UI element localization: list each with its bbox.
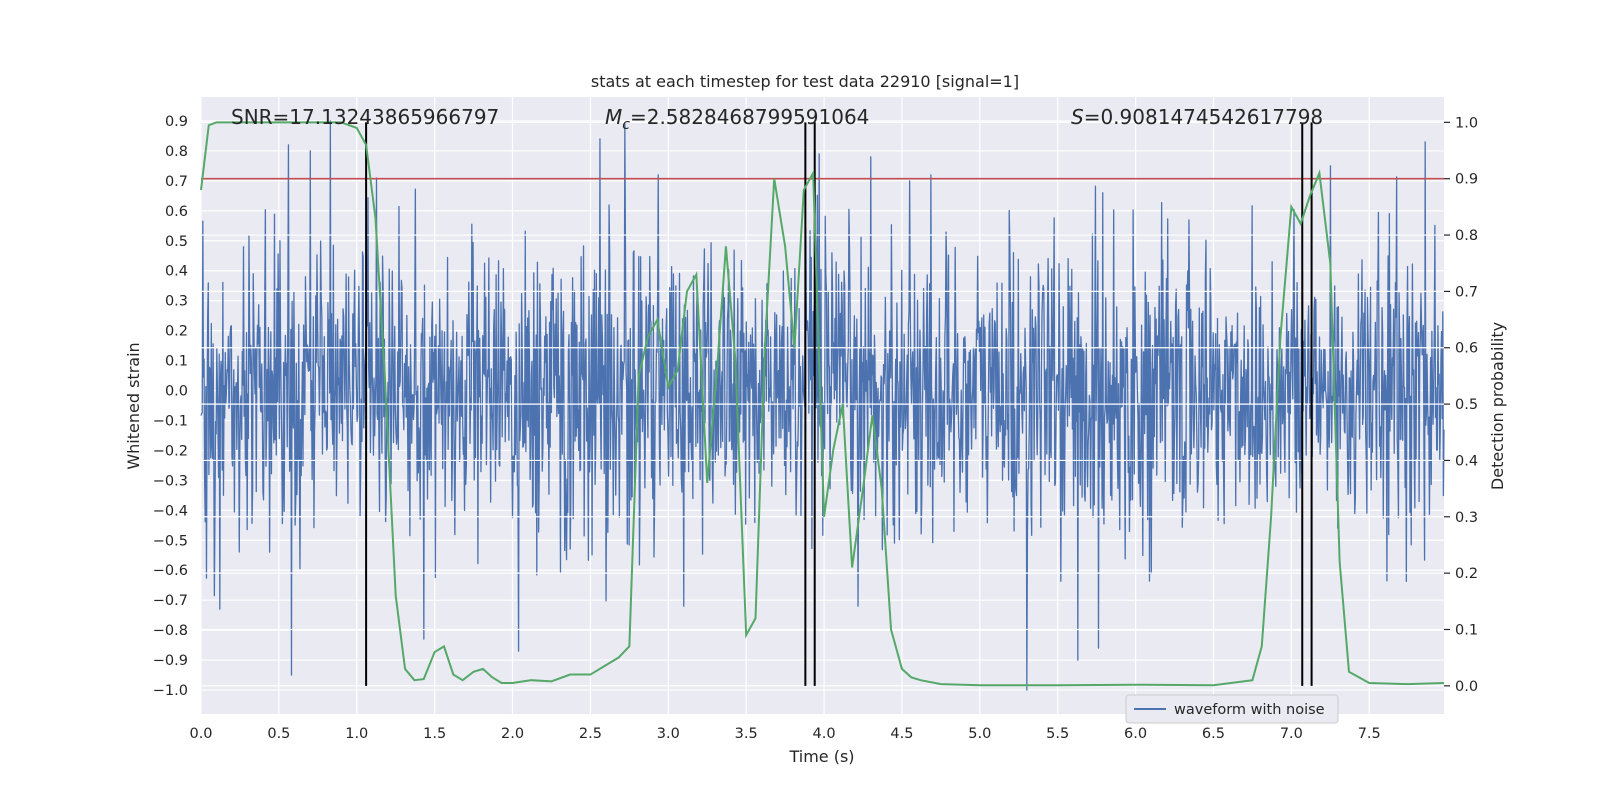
y-left-tick-label: −0.1 <box>153 413 188 429</box>
detection-probability-line <box>200 121 1445 687</box>
snr-annotation: SNR=17.13243865966797 <box>231 105 499 129</box>
y-left-tick-label: 0.8 <box>165 144 188 160</box>
x-tick-label: 5.5 <box>1046 726 1069 742</box>
chirp-mass-annotation: Mc=2.5828468799591064 <box>605 105 869 133</box>
x-tick-label: 5.0 <box>968 726 991 742</box>
y-left-tick-label: 0.0 <box>165 384 188 400</box>
x-axis-ticks: 0.0 0.5 1.0 1.5 2.0 2.5 3.0 3.5 4.0 4.5 5.0 5.5 6.0 6… <box>189 726 1380 742</box>
y-right-tick-label: 0.4 <box>1455 453 1478 469</box>
x-tick-label: 6.0 <box>1124 726 1147 742</box>
y-left-tick-label: 0.9 <box>165 114 188 130</box>
y-right-tick-label: 0.7 <box>1455 284 1478 300</box>
x-tick-label: 1.5 <box>423 726 446 742</box>
x-tick-label: 1.0 <box>345 726 368 742</box>
y-right-tick-label: 0.0 <box>1455 679 1478 695</box>
y-left-tick-label: −0.7 <box>153 593 188 609</box>
y-left-tick-label: 0.3 <box>165 294 188 310</box>
x-tick-label: 2.0 <box>501 726 524 742</box>
y-right-tick-label: 0.3 <box>1455 510 1478 526</box>
y-right-tick-label: 0.2 <box>1455 566 1478 582</box>
chirp-mass-subscript: c <box>622 117 630 133</box>
y-left-axis-label: Whitened strain <box>124 342 143 469</box>
y-left-tick-label: −0.6 <box>153 563 188 579</box>
x-axis-label: Time (s) <box>788 747 854 766</box>
score-symbol: S <box>1071 105 1084 129</box>
y-right-tick-label: 0.1 <box>1455 622 1478 638</box>
x-tick-label: 4.0 <box>813 726 836 742</box>
x-tick-label: 0.0 <box>189 726 212 742</box>
y-right-tick-label: 0.5 <box>1455 397 1478 413</box>
y-left-tick-label: 0.6 <box>165 204 188 220</box>
x-tick-label: 2.5 <box>579 726 602 742</box>
legend-box <box>1125 694 1339 724</box>
y-left-tick-label: 0.7 <box>165 174 188 190</box>
y-left-tick-label: −0.8 <box>153 623 188 639</box>
chirp-mass-value: =2.5828468799591064 <box>630 105 869 129</box>
y-left-tick-label: −0.3 <box>153 473 188 489</box>
y-left-tick-label: −1.0 <box>153 683 188 699</box>
chirp-mass-symbol: M <box>605 105 622 129</box>
x-tick-label: 6.5 <box>1202 726 1225 742</box>
legend-label: waveform with noise <box>1174 702 1325 718</box>
y-left-tick-label: −0.9 <box>153 653 188 669</box>
x-tick-label: 0.5 <box>267 726 290 742</box>
plot-area <box>200 97 1445 714</box>
x-tick-label: 4.5 <box>890 726 913 742</box>
x-tick-label: 3.0 <box>657 726 680 742</box>
y-left-tick-label: 0.1 <box>165 354 188 370</box>
chart-title: stats at each timestep for test data 229… <box>591 72 1019 91</box>
y-right-axis-ticks: 1.0 0.9 0.8 0.7 0.6 0.5 0.4 0.3 0.2 0.1 0.0 <box>1444 115 1478 695</box>
y-right-tick-label: 0.6 <box>1455 341 1478 357</box>
y-left-tick-label: 0.5 <box>165 234 188 250</box>
y-left-tick-label: 0.2 <box>165 324 188 340</box>
y-left-tick-label: −0.5 <box>153 533 188 549</box>
y-left-tick-label: −0.4 <box>153 503 188 519</box>
y-left-tick-label: −0.2 <box>153 443 188 459</box>
x-tick-label: 7.0 <box>1280 726 1303 742</box>
y-right-tick-label: 0.8 <box>1455 228 1478 244</box>
score-value: =0.9081474542617798 <box>1084 105 1323 129</box>
y-right-tick-label: 1.0 <box>1455 115 1478 131</box>
y-right-tick-label: 0.9 <box>1455 172 1478 188</box>
y-right-axis-label: Detection probability <box>1488 322 1507 490</box>
y-left-axis-ticks: 0.9 0.8 0.7 0.6 0.5 0.4 0.3 0.2 0.1 0.0 −0.1 −0.2 −0… <box>153 114 188 699</box>
y-left-tick-label: 0.4 <box>165 264 188 280</box>
x-tick-label: 3.5 <box>735 726 758 742</box>
score-annotation: S=0.9081474542617798 <box>1071 105 1323 129</box>
x-tick-label: 7.5 <box>1358 726 1381 742</box>
legend: waveform with noise <box>1125 694 1339 724</box>
